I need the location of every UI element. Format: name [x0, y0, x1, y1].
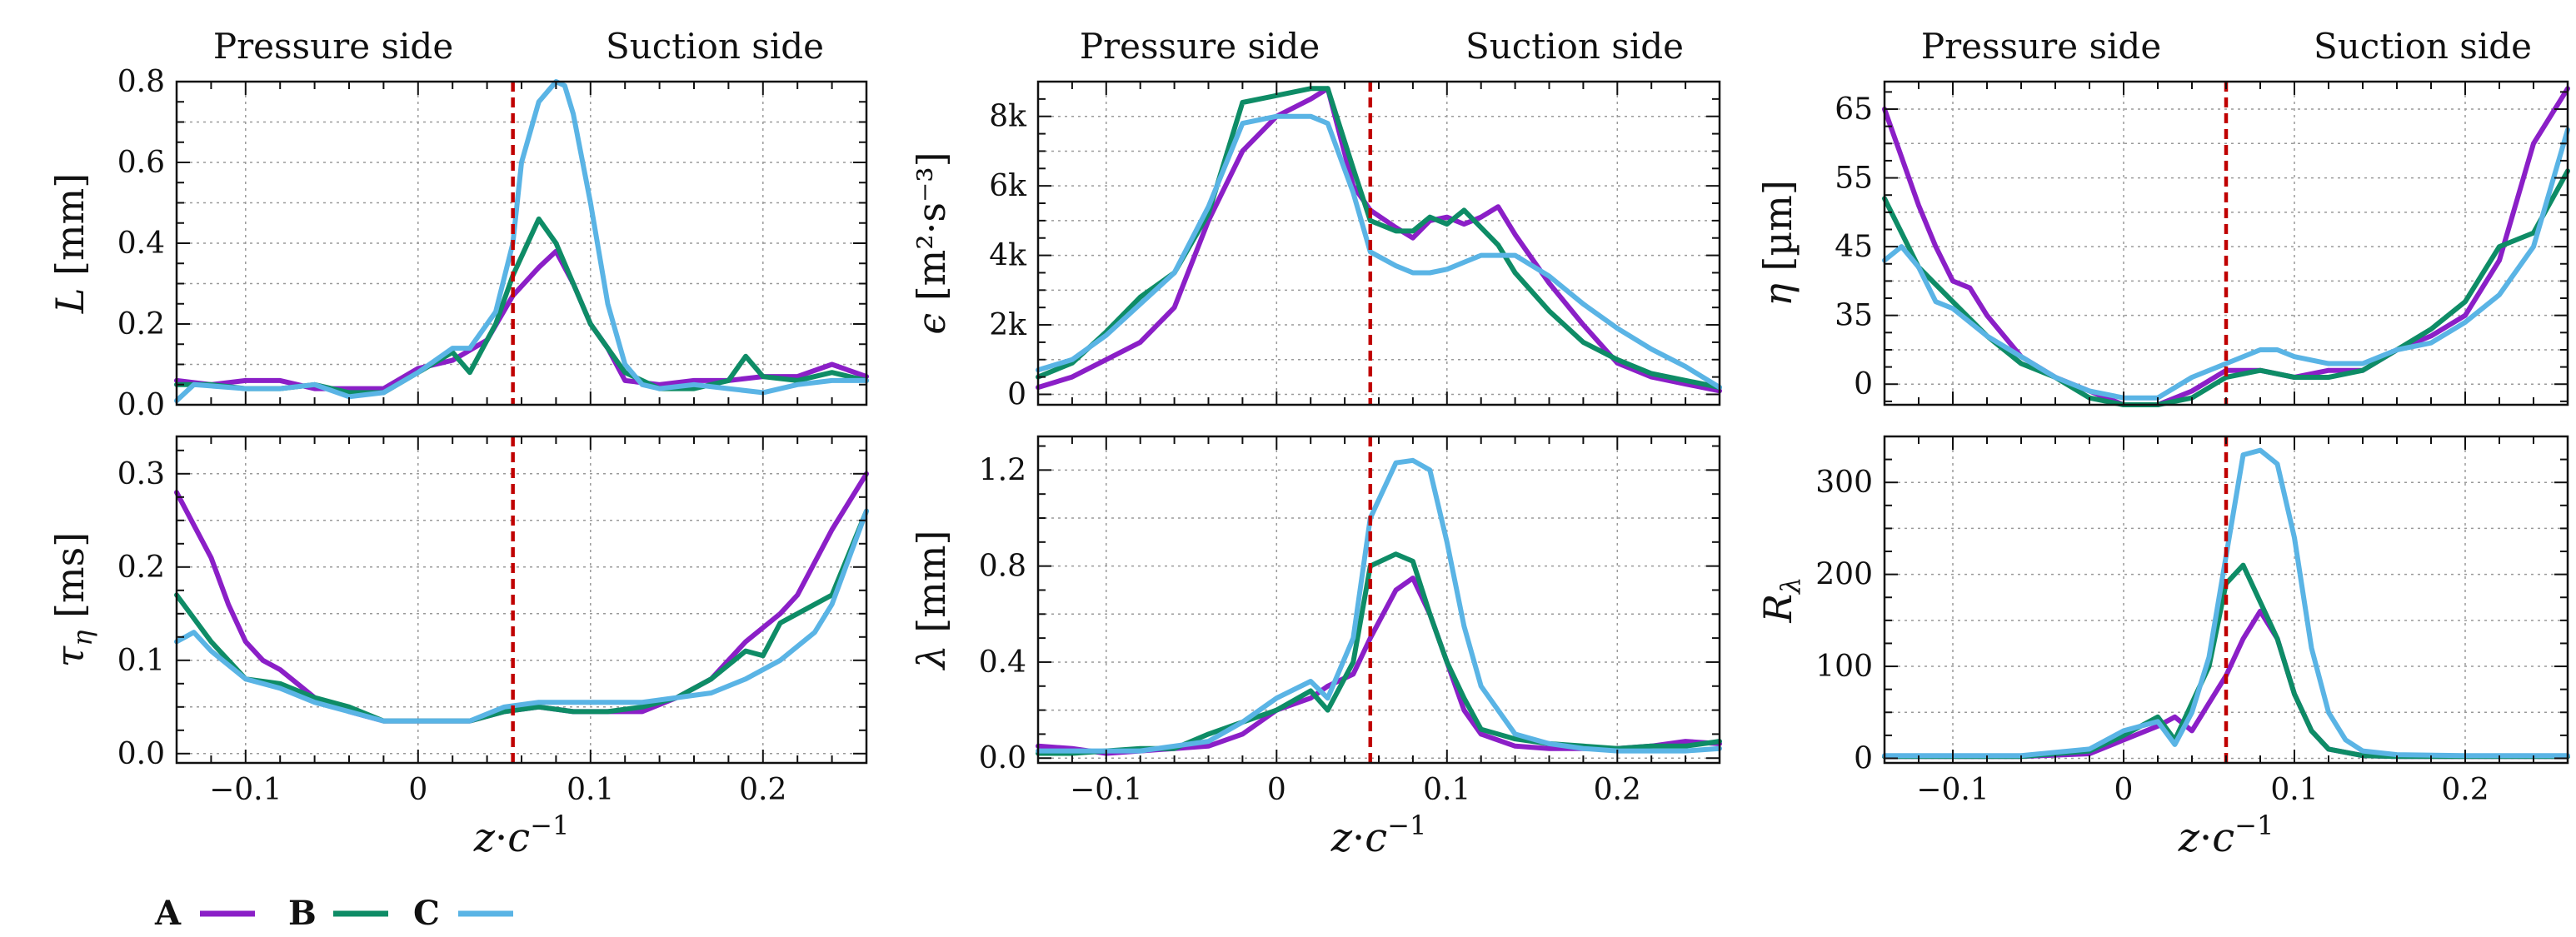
ytick-label-eps-0: 0: [1007, 377, 1026, 411]
ytick-label-eps-2: 4k: [989, 239, 1027, 273]
ytick-label-eta-3: 55: [1835, 162, 1873, 196]
xtick-label-lambda-0: −0.1: [1070, 773, 1142, 807]
ytick-label-eta-0: 0: [1854, 367, 1873, 401]
legend: A B C: [154, 894, 513, 933]
series-eps-C: [1036, 113, 1722, 391]
ytick-label-Rlambda-0: 0: [1854, 741, 1873, 775]
header-suction-col3: Suction side: [2314, 26, 2532, 67]
ytick-label-lambda-2: 0.8: [979, 550, 1026, 584]
header-pressure-col1: Pressure side: [213, 26, 453, 67]
xtick-label-Rlambda-2: 0.1: [2270, 773, 2318, 807]
xtick-label-lambda-3: 0.2: [1594, 773, 1641, 807]
legend-label-c: C: [413, 894, 440, 933]
xtick-label-tau-1: 0: [408, 773, 427, 807]
ytick-label-L-1: 0.2: [117, 307, 165, 341]
panel-Rlambda: 0 100 200 300 −0.1 0 0.1 0.2 Rλ z·c−1: [1755, 435, 2570, 861]
xlabel-Rlambda: z·c−1: [2178, 810, 2274, 861]
panel-lambda: 0.0 0.4 0.8 1.2 −0.1 0 0.1 0.2 λ [mm] z·c−1: [909, 435, 1722, 861]
series-eta-B: [1882, 168, 2570, 407]
ytick-label-eps-3: 6k: [989, 169, 1027, 203]
ytick-label-Rlambda-3: 300: [1815, 466, 1873, 500]
xlabel-lambda: z·c−1: [1330, 810, 1427, 861]
ytick-label-tau-3: 0.3: [117, 457, 165, 491]
header-pressure-col2: Pressure side: [1080, 26, 1320, 67]
panel-eta: 0 35 45 55 65 η [µm]: [1755, 80, 2570, 407]
panels: 0.00.20.40.60.8L [mm]0.00.10.20.3−0.1 0 0.…: [47, 65, 2570, 861]
ylabel-eps: ϵ [m²·s⁻³]: [909, 152, 954, 334]
header-pressure-col3: Pressure side: [1921, 26, 2161, 67]
ytick-label-lambda-3: 1.2: [979, 453, 1026, 487]
ytick-label-Rlambda-1: 100: [1815, 650, 1873, 684]
series-eta-C: [1882, 127, 2570, 401]
series-L-C: [174, 79, 869, 404]
xtick-label-lambda-2: 0.1: [1423, 773, 1470, 807]
xtick-label-tau-0: −0.1: [209, 773, 282, 807]
ytick-label-Rlambda-2: 200: [1815, 558, 1873, 592]
ytick-label-lambda-1: 0.4: [979, 645, 1026, 680]
xlabel-tau: z·c−1: [473, 810, 570, 861]
series-L-A: [174, 248, 869, 391]
series-eps-A: [1036, 86, 1722, 394]
legend-label-a: A: [154, 894, 182, 933]
ytick-label-L-2: 0.4: [117, 227, 165, 261]
panel-eps: 0 2k 4k 6k 8k ϵ [m²·s⁻³]: [909, 80, 1722, 411]
ytick-label-tau-1: 0.1: [117, 644, 165, 678]
ytick-label-tau-0: 0.0: [117, 737, 165, 771]
xtick-label-Rlambda-3: 0.2: [2441, 773, 2489, 807]
xtick-label-tau-3: 0.2: [739, 773, 786, 807]
panel-L: 0.0 0.2 0.4 0.6 0.8 L [mm]: [47, 65, 869, 422]
ytick-label-eps-4: 8k: [989, 100, 1027, 134]
ytick-label-L-4: 0.8: [117, 65, 165, 99]
xtick-label-Rlambda-0: −0.1: [1916, 773, 1989, 807]
xtick-label-Rlambda-1: 0: [2114, 773, 2134, 807]
xtick-label-lambda-1: 0: [1267, 773, 1286, 807]
series-tau-B: [174, 508, 869, 724]
header-suction-col1: Suction side: [606, 26, 824, 67]
series-tau-C: [174, 508, 869, 724]
ytick-label-eps-1: 2k: [989, 308, 1027, 342]
ylabel-L: L [mm]: [47, 173, 92, 314]
ytick-label-lambda-0: 0.0: [979, 741, 1026, 775]
series-lambda-C: [1036, 457, 1722, 754]
ylabel-Rlambda: Rλ: [1755, 577, 1806, 624]
legend-label-b: B: [288, 894, 317, 933]
ytick-label-eta-4: 65: [1835, 92, 1873, 127]
series-Rlambda-C: [1882, 447, 2570, 759]
xtick-label-tau-2: 0.1: [567, 773, 614, 807]
ytick-label-L-3: 0.6: [117, 146, 165, 180]
header-suction-col2: Suction side: [1465, 26, 1684, 67]
ytick-label-tau-2: 0.2: [117, 551, 165, 585]
series-L-B: [174, 216, 869, 396]
ylabel-lambda: λ [mm]: [909, 531, 954, 671]
ylabel-tau: τη [ms]: [47, 532, 98, 667]
panel-tau: 0.0 0.1 0.2 0.3 −0.1 0 0.1 0.2 τη [ms] z·c−1: [47, 435, 869, 861]
ytick-label-L-0: 0.0: [117, 388, 165, 422]
ytick-label-eta-2: 45: [1835, 230, 1873, 264]
ytick-label-eta-1: 35: [1835, 299, 1873, 333]
ylabel-eta: η [µm]: [1755, 180, 1800, 307]
